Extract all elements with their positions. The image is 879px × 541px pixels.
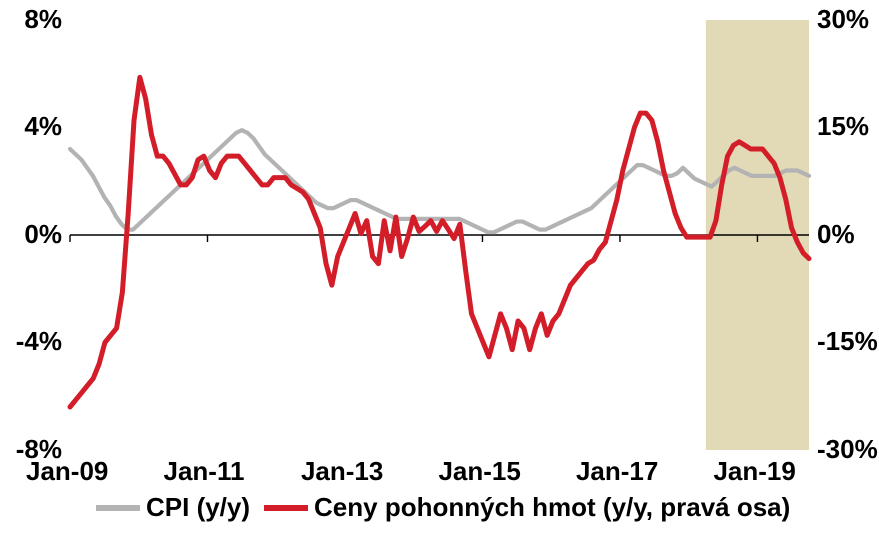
chart-container: 8% 4% 0% -4% -8% 30% 15% 0% -15% -30% Ja… xyxy=(0,0,879,541)
x-tick-5: Jan-19 xyxy=(713,456,795,487)
y-right-tick-4: -30% xyxy=(817,434,878,465)
y-left-tick-1: 4% xyxy=(24,111,62,142)
legend-swatch-cpi xyxy=(96,505,140,511)
legend-label-cpi: CPI (y/y) xyxy=(146,492,250,523)
chart-legend: CPI (y/y) Ceny pohonných hmot (y/y, prav… xyxy=(96,492,790,523)
y-right-tick-0: 30% xyxy=(817,4,869,35)
x-tick-0: Jan-09 xyxy=(26,456,108,487)
x-tick-2: Jan-13 xyxy=(301,456,383,487)
x-tick-3: Jan-15 xyxy=(438,456,520,487)
legend-label-fuel: Ceny pohonných hmot (y/y, pravá osa) xyxy=(314,492,790,523)
y-right-tick-3: -15% xyxy=(817,326,878,357)
legend-swatch-fuel xyxy=(264,505,308,511)
y-right-tick-1: 15% xyxy=(817,111,869,142)
y-right-tick-2: 0% xyxy=(817,219,855,250)
y-left-tick-0: 8% xyxy=(24,4,62,35)
x-tick-1: Jan-11 xyxy=(163,456,244,487)
y-left-tick-2: 0% xyxy=(24,219,62,250)
y-left-tick-3: -4% xyxy=(16,326,62,357)
x-tick-4: Jan-17 xyxy=(576,456,658,487)
